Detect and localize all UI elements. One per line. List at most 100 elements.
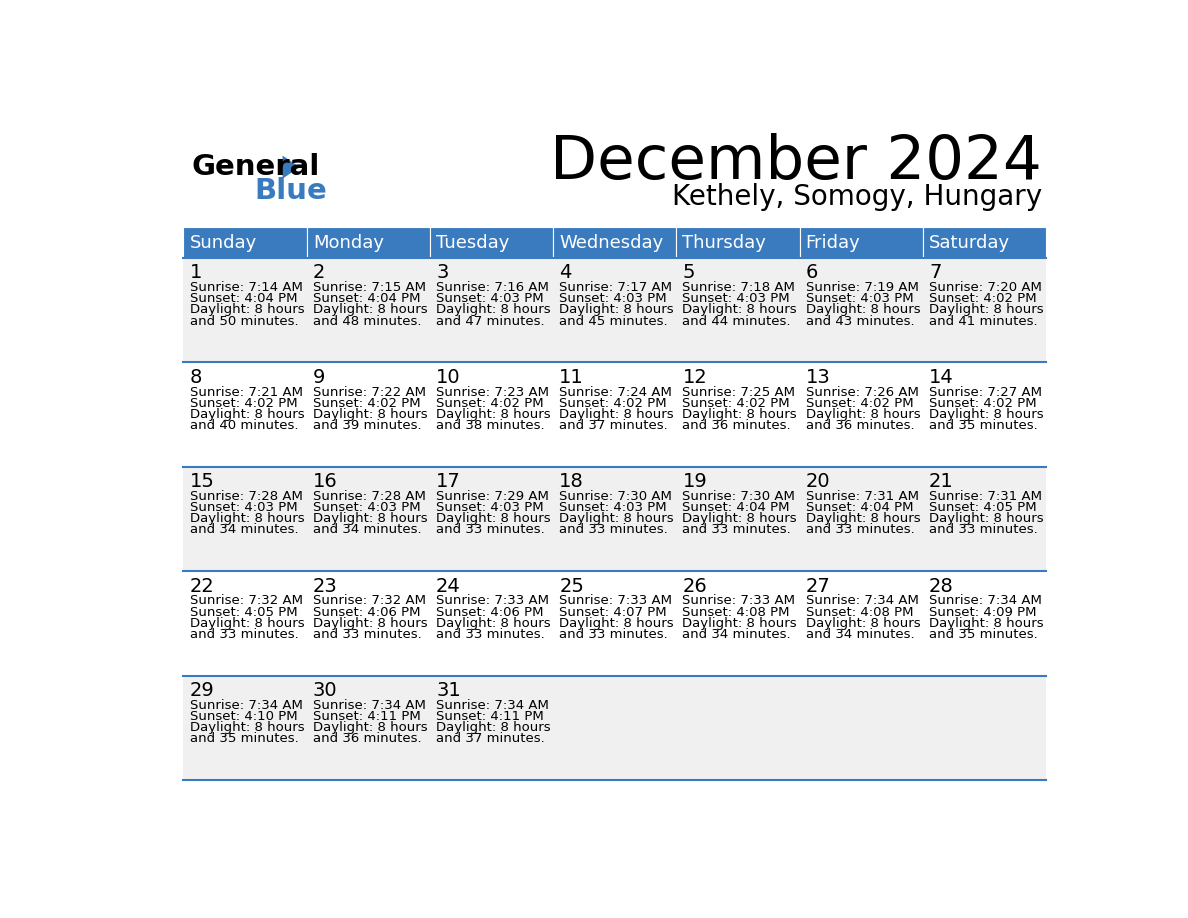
Text: Sunrise: 7:24 AM: Sunrise: 7:24 AM [560,386,672,398]
Text: Daylight: 8 hours: Daylight: 8 hours [805,617,921,630]
Text: Sunset: 4:03 PM: Sunset: 4:03 PM [682,292,790,306]
Bar [554,467,676,571]
Text: Sunrise: 7:20 AM: Sunrise: 7:20 AM [929,281,1042,294]
Text: Sunrise: 7:31 AM: Sunrise: 7:31 AM [805,490,918,503]
Text: 6: 6 [805,263,819,283]
Text: and 43 minutes.: and 43 minutes. [805,315,915,328]
Text: Daylight: 8 hours: Daylight: 8 hours [312,512,428,525]
Bar [307,227,430,258]
Bar [307,571,430,676]
Text: and 38 minutes.: and 38 minutes. [436,419,544,432]
Text: Sunset: 4:06 PM: Sunset: 4:06 PM [312,606,421,619]
Text: Daylight: 8 hours: Daylight: 8 hours [312,721,428,734]
Text: Sunset: 4:03 PM: Sunset: 4:03 PM [805,292,914,306]
Text: Daylight: 8 hours: Daylight: 8 hours [929,512,1043,525]
Text: 11: 11 [560,368,584,386]
Bar [923,467,1045,571]
Text: Thursday: Thursday [682,233,766,252]
Text: Daylight: 8 hours: Daylight: 8 hours [190,408,304,420]
Text: Sunrise: 7:32 AM: Sunrise: 7:32 AM [312,594,425,608]
Text: and 39 minutes.: and 39 minutes. [312,419,422,432]
Text: and 36 minutes.: and 36 minutes. [682,419,791,432]
Text: Sunrise: 7:33 AM: Sunrise: 7:33 AM [436,594,549,608]
Bar [307,258,430,363]
Text: Daylight: 8 hours: Daylight: 8 hours [560,408,674,420]
Text: and 34 minutes.: and 34 minutes. [312,523,422,536]
Text: Sunset: 4:04 PM: Sunset: 4:04 PM [190,292,297,306]
Text: and 41 minutes.: and 41 minutes. [929,315,1037,328]
Text: Daylight: 8 hours: Daylight: 8 hours [436,408,551,420]
Text: Sunrise: 7:34 AM: Sunrise: 7:34 AM [929,594,1042,608]
Bar [554,258,676,363]
Bar [676,571,800,676]
Text: Sunrise: 7:19 AM: Sunrise: 7:19 AM [805,281,918,294]
Text: Sunrise: 7:34 AM: Sunrise: 7:34 AM [436,699,549,711]
Text: Sunset: 4:09 PM: Sunset: 4:09 PM [929,606,1036,619]
Text: Sunrise: 7:28 AM: Sunrise: 7:28 AM [312,490,425,503]
Text: Sunset: 4:10 PM: Sunset: 4:10 PM [190,710,297,722]
Text: Sunset: 4:02 PM: Sunset: 4:02 PM [929,397,1037,409]
Text: and 37 minutes.: and 37 minutes. [436,733,545,745]
Text: Sunrise: 7:34 AM: Sunrise: 7:34 AM [312,699,425,711]
Bar [676,258,800,363]
Bar [183,676,307,780]
Text: Sunset: 4:04 PM: Sunset: 4:04 PM [682,501,790,514]
Text: Sunrise: 7:29 AM: Sunrise: 7:29 AM [436,490,549,503]
Text: and 33 minutes.: and 33 minutes. [190,628,298,641]
Text: Sunrise: 7:15 AM: Sunrise: 7:15 AM [312,281,425,294]
Text: and 33 minutes.: and 33 minutes. [682,523,791,536]
Text: Saturday: Saturday [929,233,1010,252]
Bar [307,467,430,571]
Text: Sunrise: 7:23 AM: Sunrise: 7:23 AM [436,386,549,398]
Text: Sunday: Sunday [190,233,257,252]
Text: and 33 minutes.: and 33 minutes. [436,523,545,536]
Bar [800,258,923,363]
Bar [430,571,554,676]
Text: and 33 minutes.: and 33 minutes. [312,628,422,641]
Text: Daylight: 8 hours: Daylight: 8 hours [805,304,921,317]
Bar [923,363,1045,467]
Text: 20: 20 [805,472,830,491]
Text: Sunset: 4:11 PM: Sunset: 4:11 PM [312,710,421,722]
Text: Daylight: 8 hours: Daylight: 8 hours [436,304,551,317]
Text: 23: 23 [312,577,337,596]
Text: Daylight: 8 hours: Daylight: 8 hours [560,617,674,630]
Text: 31: 31 [436,681,461,700]
Text: 5: 5 [682,263,695,283]
Text: Sunset: 4:04 PM: Sunset: 4:04 PM [312,292,421,306]
Text: Sunset: 4:03 PM: Sunset: 4:03 PM [436,292,544,306]
Text: and 35 minutes.: and 35 minutes. [929,628,1037,641]
Text: Sunrise: 7:33 AM: Sunrise: 7:33 AM [682,594,796,608]
Text: Daylight: 8 hours: Daylight: 8 hours [682,617,797,630]
Text: Daylight: 8 hours: Daylight: 8 hours [312,304,428,317]
Text: Sunset: 4:02 PM: Sunset: 4:02 PM [560,397,666,409]
Text: Daylight: 8 hours: Daylight: 8 hours [929,304,1043,317]
Text: and 33 minutes.: and 33 minutes. [805,523,915,536]
Text: Sunrise: 7:18 AM: Sunrise: 7:18 AM [682,281,795,294]
Text: Sunrise: 7:16 AM: Sunrise: 7:16 AM [436,281,549,294]
Text: 16: 16 [312,472,337,491]
Text: Sunset: 4:03 PM: Sunset: 4:03 PM [560,501,666,514]
Bar [676,363,800,467]
Text: Sunrise: 7:32 AM: Sunrise: 7:32 AM [190,594,303,608]
Text: Daylight: 8 hours: Daylight: 8 hours [805,408,921,420]
Text: Sunset: 4:02 PM: Sunset: 4:02 PM [436,397,544,409]
Bar [183,363,307,467]
Text: and 47 minutes.: and 47 minutes. [436,315,544,328]
Text: Daylight: 8 hours: Daylight: 8 hours [190,512,304,525]
Text: 17: 17 [436,472,461,491]
Text: and 44 minutes.: and 44 minutes. [682,315,791,328]
Text: 29: 29 [190,681,214,700]
Text: 3: 3 [436,263,448,283]
Text: and 45 minutes.: and 45 minutes. [560,315,668,328]
Bar [923,571,1045,676]
Bar [430,467,554,571]
Text: 30: 30 [312,681,337,700]
Text: Daylight: 8 hours: Daylight: 8 hours [929,408,1043,420]
Text: 15: 15 [190,472,215,491]
Text: and 34 minutes.: and 34 minutes. [190,523,298,536]
Text: and 34 minutes.: and 34 minutes. [682,628,791,641]
Text: 10: 10 [436,368,461,386]
Text: General: General [191,152,320,181]
Text: and 50 minutes.: and 50 minutes. [190,315,298,328]
